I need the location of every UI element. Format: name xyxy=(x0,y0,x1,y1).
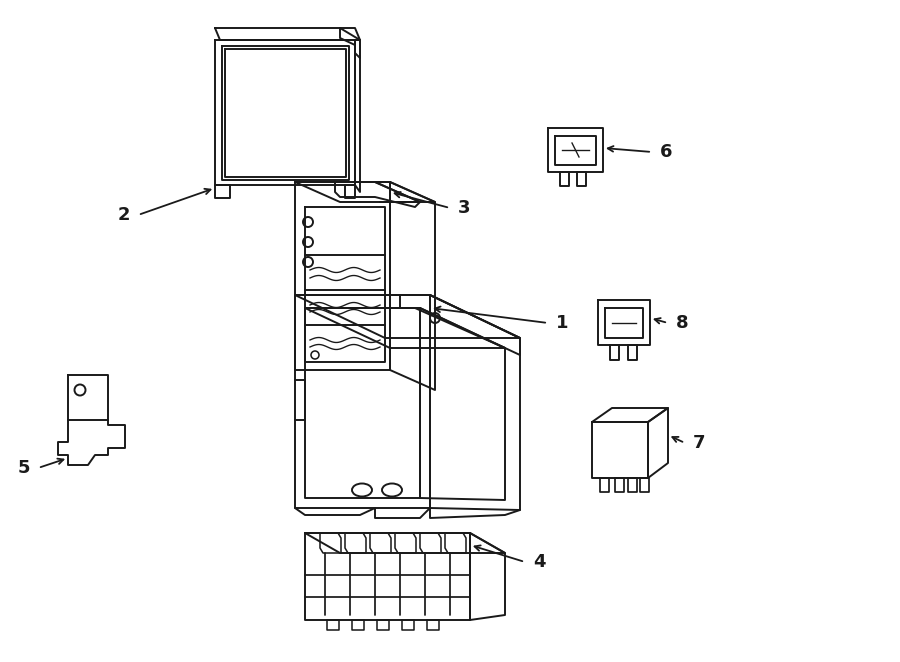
Text: 7: 7 xyxy=(693,434,706,452)
Text: 1: 1 xyxy=(556,314,569,332)
Text: 3: 3 xyxy=(458,199,471,217)
Text: 4: 4 xyxy=(533,553,545,571)
Text: 5: 5 xyxy=(17,459,30,477)
Text: 6: 6 xyxy=(660,143,672,161)
Text: 2: 2 xyxy=(118,206,130,224)
Text: 8: 8 xyxy=(676,314,688,332)
